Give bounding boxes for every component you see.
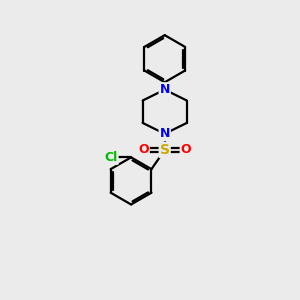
Text: S: S	[160, 143, 170, 157]
Text: N: N	[160, 127, 170, 140]
Text: O: O	[138, 143, 149, 157]
Text: N: N	[160, 83, 170, 96]
Text: Cl: Cl	[104, 151, 118, 164]
Text: O: O	[181, 143, 191, 157]
